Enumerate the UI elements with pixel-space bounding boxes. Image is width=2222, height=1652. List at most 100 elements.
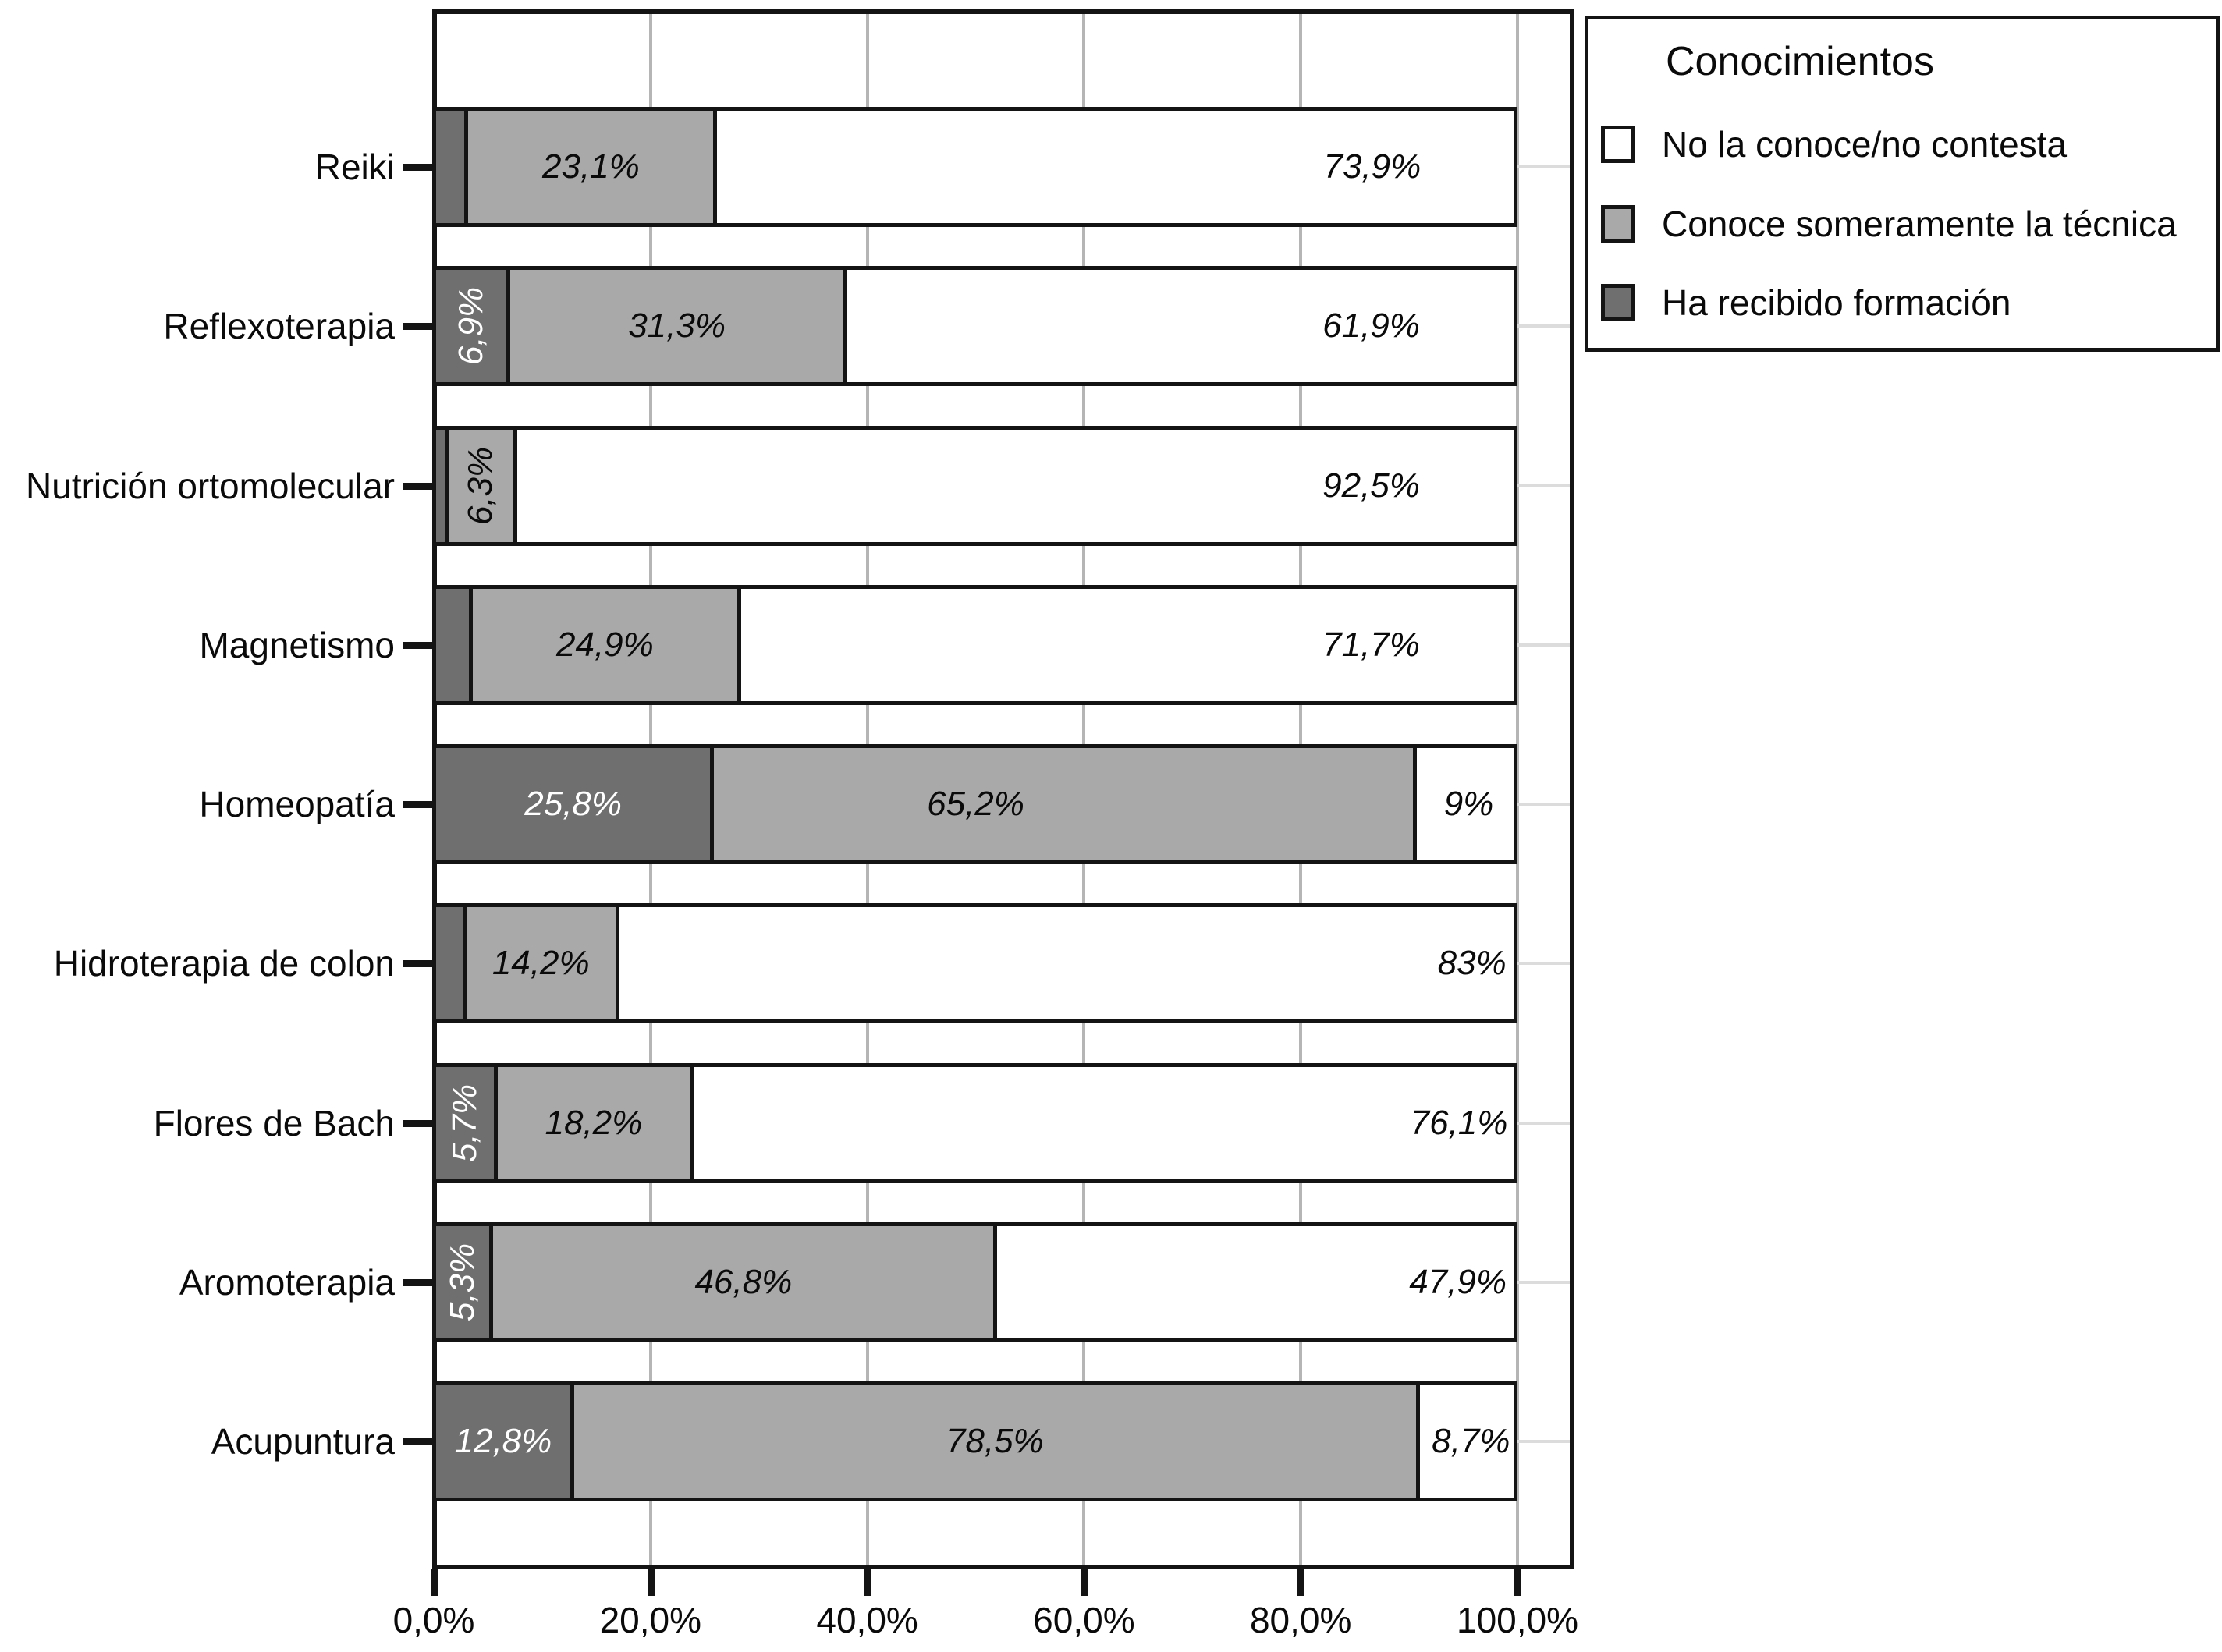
- category-label: Reflexoterapia: [163, 306, 395, 347]
- segment-white: [1419, 1385, 1514, 1498]
- segment-dark: 25,8%: [436, 748, 715, 860]
- category-label: Hidroterapia de colon: [53, 943, 395, 984]
- x-axis-tick: [1514, 1569, 1521, 1596]
- value-label: 23,1%: [542, 147, 640, 186]
- segment-light: [714, 748, 1417, 860]
- y-axis-tick: [403, 801, 434, 808]
- x-axis-tick: [1297, 1569, 1305, 1596]
- bar-row: 5,3% 46,8% 47,9%: [432, 1221, 1517, 1342]
- value-label: 12,8%: [454, 1422, 552, 1460]
- segment-white: [516, 429, 1514, 542]
- legend-swatch-white: [1601, 126, 1635, 163]
- segment-white: [740, 588, 1514, 701]
- value-label: 6,9%: [452, 287, 491, 366]
- y-axis-tick: [403, 482, 434, 490]
- segment-dark: [436, 111, 469, 223]
- value-label: 47,9%: [1409, 1262, 1507, 1301]
- x-axis-tick: [864, 1569, 871, 1596]
- value-label: 76,1%: [1410, 1103, 1508, 1142]
- x-axis-tick: [647, 1569, 655, 1596]
- x-tick-label: 0,0%: [392, 1600, 475, 1640]
- y-axis-tick: [403, 164, 434, 171]
- gridline-horizontal-stub: [1517, 484, 1570, 487]
- segment-dark: 6,9%: [436, 270, 511, 383]
- gridline-horizontal-stub: [1517, 962, 1570, 966]
- segment-light: 6,3%: [449, 429, 517, 542]
- gridline-horizontal-stub: [1517, 1440, 1570, 1443]
- gridline-horizontal-stub: [1517, 803, 1570, 806]
- bar-row: 6,3% 92,5%: [432, 425, 1517, 546]
- category-label: Aromoterapia: [179, 1261, 395, 1303]
- bar-row: 5,7% 18,2% 76,1%: [432, 1062, 1517, 1183]
- y-axis-tick: [403, 1278, 434, 1286]
- segment-dark: [436, 429, 449, 542]
- x-tick-label: 20,0%: [599, 1600, 702, 1640]
- segment-white: [847, 270, 1514, 383]
- value-label: 73,9%: [1323, 147, 1422, 186]
- x-tick-label: 60,0%: [1033, 1600, 1135, 1640]
- segment-dark: 5,3%: [436, 1225, 494, 1338]
- bar-row: 23,1% 73,9%: [432, 107, 1517, 227]
- y-axis-tick: [403, 1438, 434, 1445]
- legend-item-label: No la conoce/no contesta: [1662, 124, 2068, 165]
- bar-row: 12,8% 78,5% 8,7%: [432, 1381, 1517, 1501]
- y-axis-tick: [403, 960, 434, 968]
- value-label: 9%: [1443, 785, 1494, 823]
- value-label: 6,3%: [461, 446, 500, 525]
- segment-white: [694, 1066, 1514, 1179]
- value-label: 61,9%: [1322, 307, 1420, 346]
- value-label: 5,3%: [443, 1243, 482, 1321]
- segment-light: 23,1%: [468, 111, 718, 223]
- category-label: Flores de Bach: [153, 1102, 395, 1143]
- segment-dark: 12,8%: [436, 1385, 574, 1498]
- legend: Conocimientos No la conoce/no contesta C…: [1585, 16, 2220, 352]
- value-label: 46,8%: [694, 1262, 793, 1301]
- gridline-horizontal-stub: [1517, 324, 1570, 328]
- category-label: Reiki: [314, 147, 395, 187]
- bar-row: 25,8% 65,2% 9%: [432, 744, 1517, 864]
- x-tick-label: 80,0%: [1249, 1600, 1352, 1640]
- value-label: 65,2%: [927, 785, 1024, 823]
- value-label: 18,2%: [545, 1103, 643, 1142]
- x-tick-label: 100,0%: [1456, 1600, 1578, 1640]
- segment-light: 24,9%: [472, 588, 741, 701]
- legend-item-label: Ha recibido formación: [1662, 282, 2011, 323]
- bar-row: 14,2% 83%: [432, 903, 1517, 1024]
- legend-swatch-light-gray: [1601, 205, 1635, 243]
- segment-dark: 5,7%: [436, 1066, 498, 1179]
- gridline-horizontal-stub: [1517, 1280, 1570, 1284]
- gridline-horizontal-stub: [1517, 165, 1570, 168]
- value-label: 78,5%: [946, 1422, 1044, 1460]
- category-label: Homeopatía: [199, 784, 395, 824]
- value-label: 25,8%: [524, 785, 623, 823]
- value-label: 8,7%: [1432, 1422, 1510, 1460]
- value-label: 83%: [1437, 944, 1507, 983]
- legend-item: Conoce someramente la técnica: [1601, 200, 2177, 247]
- segment-white: [619, 907, 1514, 1020]
- value-label: 5,7%: [445, 1083, 484, 1162]
- category-label: Magnetismo: [199, 624, 395, 665]
- legend-item: Ha recibido formación: [1601, 279, 2011, 326]
- gridline-horizontal-stub: [1517, 1121, 1570, 1125]
- value-label: 92,5%: [1322, 466, 1420, 505]
- value-label: 31,3%: [628, 307, 726, 346]
- x-tick-label: 40,0%: [816, 1600, 918, 1640]
- segment-white: [997, 1225, 1514, 1338]
- segment-white: [1416, 748, 1514, 860]
- segment-light: 14,2%: [466, 907, 619, 1020]
- y-axis-tick: [403, 323, 434, 331]
- bar-row: 24,9% 71,7%: [432, 584, 1517, 705]
- y-axis-tick: [403, 641, 434, 649]
- x-axis-tick: [431, 1569, 438, 1596]
- value-label: 71,7%: [1322, 625, 1420, 664]
- segment-dark: [436, 907, 467, 1020]
- category-label: Acupuntura: [211, 1421, 395, 1462]
- segment-light: 46,8%: [493, 1225, 998, 1338]
- y-axis-tick: [403, 1119, 434, 1127]
- value-label: 24,9%: [556, 625, 654, 664]
- gridline-vertical: [1516, 14, 1519, 1565]
- x-axis-tick: [1081, 1569, 1088, 1596]
- gridline-horizontal-stub: [1517, 643, 1570, 647]
- legend-item-label: Conoce someramente la técnica: [1662, 204, 2177, 244]
